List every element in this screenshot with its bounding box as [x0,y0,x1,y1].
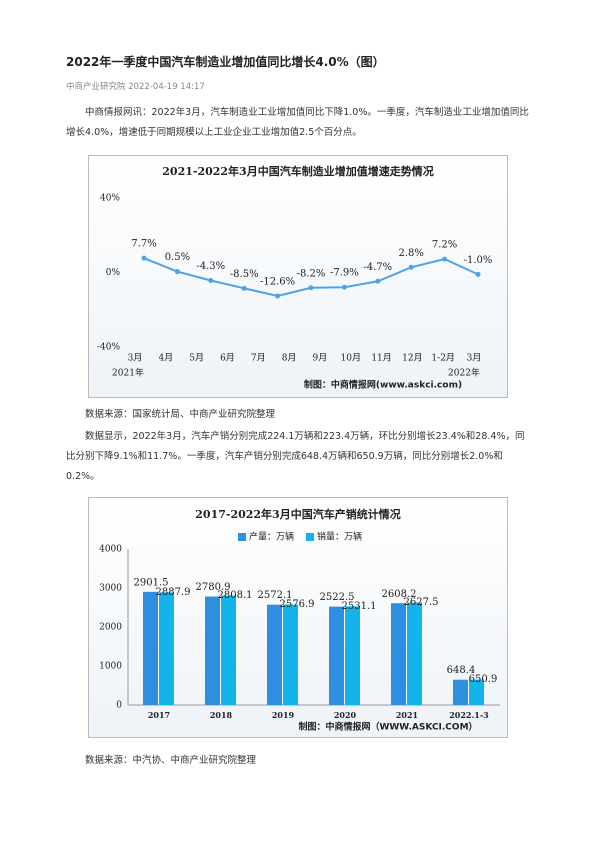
point [241,285,247,291]
year-label: 2022年 [448,367,480,379]
credit: 制图：中商情报网（WWW.ASKCI.COM） [298,721,477,733]
bar [345,606,360,705]
x-tick-label: 7月 [251,353,266,364]
paragraph: 中商情报网讯：2022年3月，汽车制造业工业增加值同比下降1.0%。一季度，汽车… [66,107,529,138]
y-tick-label: 3000 [99,584,122,594]
value-label: 7.2% [432,240,457,251]
y-tick-label: 0 [116,701,122,711]
chart-title: 2017-2022年3月中国汽车产销统计情况 [195,507,400,521]
x-tick-label: 5月 [189,353,204,364]
value-label: 2.8% [398,248,423,259]
value-label: 2887.9 [156,587,191,598]
value-label: -12.6% [260,276,295,287]
article-meta: 中商产业研究院 2022-04-19 14:17 [66,82,205,92]
value-label: 2627.5 [404,597,439,608]
x-tick-label: 2018 [210,710,233,720]
x-tick-label: 3月 [467,353,482,364]
bar [143,591,158,705]
value-label: -7.9% [330,268,359,279]
point [475,271,481,277]
x-tick-label: 9月 [313,353,328,364]
credit: 制图：中商情报网(www.askci.com) [304,379,462,391]
value-label: 2522.5 [320,592,355,603]
x-tick-label: 4月 [158,353,173,364]
x-tick-label: 6月 [220,353,235,364]
bar-chart: 2017-2022年3月中国汽车产销统计情况 0 1000 2000 3000 4000… [88,497,508,738]
point [174,269,180,275]
y-tick-label: 40% [100,194,120,204]
x-tick-label: 2019 [272,710,295,720]
point [442,256,448,262]
chart-title: 2021-2022年3月中国汽车制造业增加值增速走势情况 [162,164,433,178]
line-chart: 2021-2022年3月中国汽车制造业增加值增速走势情况 -40% 0% 40% 3月… [88,155,508,398]
x-tick-label: 2021 [396,710,418,720]
bar [221,595,236,705]
x-tick-label: 2022.1-3 [449,710,489,720]
legend-label: 销量：万辆 [317,531,362,543]
x-tick-label: 2017 [148,710,170,720]
value-label: 2572.1 [258,590,293,601]
point [341,284,347,290]
point [275,293,281,299]
value-label: 648.4 [447,665,476,676]
x-tick-label: 12月 [402,353,422,364]
bar [159,592,174,705]
value-label: 2808.1 [218,590,253,601]
point [308,285,314,291]
y-tick-label: 4000 [99,545,122,555]
legend-swatch [238,533,246,541]
value-label: 2531.1 [342,601,377,612]
source: 数据来源：国家统计局、中商产业研究院整理 [85,409,276,420]
legend-swatch [306,533,314,541]
y-tick-label: 0% [106,268,121,278]
point [208,278,214,284]
x-tick-label: 3月 [128,353,143,364]
bar [205,596,220,705]
bar [329,606,344,705]
value-label: 2576.9 [280,599,315,610]
bar [283,604,298,705]
value-label: 2608.2 [382,589,417,600]
value-label: -8.5% [230,269,259,280]
bar [391,603,406,705]
x-tick-label: 1-2月 [431,353,455,364]
value-label: 2780.9 [196,582,231,593]
bar [267,604,282,705]
x-tick-label: 2020 [334,710,357,720]
x-tick-label: 8月 [282,353,297,364]
bar [453,679,468,705]
legend-label: 产量：万辆 [249,531,294,543]
value-label: -8.2% [297,268,326,279]
point [375,278,381,284]
value-label: 7.7% [131,239,156,250]
value-label: -4.3% [196,261,225,272]
paragraph: 数据显示，2022年3月，汽车产销分别完成224.1万辆和223.4万辆，环比分… [66,431,525,482]
y-tick-label: 1000 [99,662,122,672]
bar [407,602,422,705]
x-tick-label: 11月 [371,353,391,364]
point [408,264,414,270]
value-label: 0.5% [165,252,190,263]
value-label: -1.0% [464,255,493,266]
point [141,255,147,261]
bar [469,679,484,705]
article-title: 2022年一季度中国汽车制造业增加值同比增长4.0%（图） [66,55,385,69]
x-tick-label: 10月 [341,353,361,364]
chart-frame [88,155,508,398]
value-label: 650.9 [469,674,498,685]
value-label: -4.7% [363,262,392,273]
source: 数据来源：中汽协、中商产业研究院整理 [85,755,257,766]
value-label: 2901.5 [134,577,169,588]
year-label: 2021年 [112,367,144,379]
y-tick-label: -40% [97,343,120,353]
y-tick-label: 2000 [99,623,122,633]
